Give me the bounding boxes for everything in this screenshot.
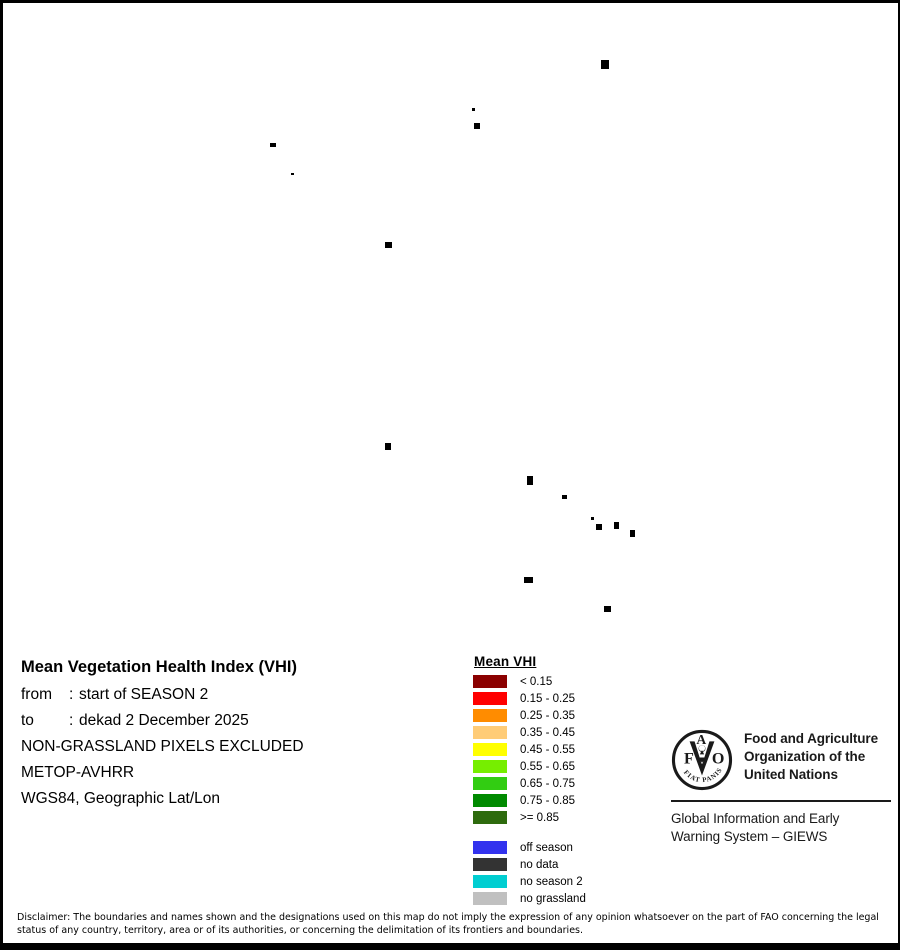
legend-class-swatch bbox=[473, 777, 507, 790]
legend-class-item: 0.75 - 0.85 bbox=[473, 792, 586, 809]
fao-logo-top: F A O FIAT PANIS Food and Agriculture Or… bbox=[671, 729, 893, 791]
info-to-label: to bbox=[21, 712, 34, 729]
legend-class-item: 0.55 - 0.65 bbox=[473, 758, 586, 775]
legend-special-label: no season 2 bbox=[520, 875, 583, 888]
svg-text:O: O bbox=[712, 751, 725, 768]
fao-org-line2: Organization of the bbox=[744, 748, 866, 764]
legend-class-item: 0.25 - 0.35 bbox=[473, 707, 586, 724]
legend-special-item: no data bbox=[473, 856, 586, 873]
info-row-from: from: start of SEASON 2 bbox=[21, 686, 451, 704]
legend-class-item: 0.35 - 0.45 bbox=[473, 724, 586, 741]
legend-class-swatch bbox=[473, 709, 507, 722]
info-from-value: start of SEASON 2 bbox=[79, 686, 209, 703]
fao-org-line1: Food and Agriculture bbox=[744, 731, 878, 746]
legend-special-label: no grassland bbox=[520, 892, 586, 905]
island-suwarrow bbox=[385, 242, 392, 248]
fao-system-name: Global Information and Early Warning Sys… bbox=[671, 810, 893, 846]
island-nassau bbox=[291, 173, 294, 175]
legend-class-label: 0.75 - 0.85 bbox=[520, 794, 575, 807]
fao-system-line1: Global Information and Early bbox=[671, 811, 840, 826]
legend-special-swatch bbox=[473, 858, 507, 871]
legend-class-item: 0.15 - 0.25 bbox=[473, 690, 586, 707]
island-mangaia bbox=[604, 606, 611, 612]
legend-class-swatch bbox=[473, 692, 507, 705]
legend-class-swatch bbox=[473, 743, 507, 756]
fao-divider bbox=[671, 800, 891, 802]
svg-text:A: A bbox=[696, 732, 706, 747]
island-rakahanga bbox=[472, 108, 475, 111]
legend-class-item: 0.45 - 0.55 bbox=[473, 741, 586, 758]
legend-special-label: no data bbox=[520, 858, 559, 871]
island-palmerston bbox=[385, 443, 391, 450]
fao-logo-block: F A O FIAT PANIS Food and Agriculture Or… bbox=[671, 729, 893, 846]
island-rarotonga bbox=[524, 577, 533, 583]
island-mauke bbox=[614, 522, 619, 529]
legend-class-list: < 0.15 0.15 - 0.25 0.25 - 0.35 0.35 - 0.45 0… bbox=[473, 673, 586, 826]
legend-class-label: 0.15 - 0.25 bbox=[520, 692, 575, 705]
legend-class-label: 0.25 - 0.35 bbox=[520, 709, 575, 722]
legend-spacer bbox=[473, 826, 586, 839]
info-from-sep: : bbox=[69, 686, 74, 703]
legend-class-swatch bbox=[473, 811, 507, 824]
island-atiu bbox=[596, 524, 602, 530]
legend-class-item: < 0.15 bbox=[473, 673, 586, 690]
legend-special-swatch bbox=[473, 892, 507, 905]
bottom-border bbox=[3, 943, 898, 947]
info-row-to: to: dekad 2 December 2025 bbox=[21, 712, 451, 730]
legend-special-item: no grassland bbox=[473, 890, 586, 907]
legend-special-swatch bbox=[473, 875, 507, 888]
legend-class-item: >= 0.85 bbox=[473, 809, 586, 826]
island-penrhyn bbox=[601, 60, 609, 69]
legend-class-label: 0.65 - 0.75 bbox=[520, 777, 575, 790]
svg-text:F: F bbox=[684, 751, 694, 768]
info-projection: WGS84, Geographic Lat/Lon bbox=[21, 790, 221, 807]
info-title: Mean Vegetation Health Index (VHI) bbox=[21, 658, 297, 676]
map-info-block: Mean Vegetation Health Index (VHI) from:… bbox=[21, 658, 451, 816]
legend: Mean VHI < 0.15 0.15 - 0.25 0.25 - 0.35 0.3… bbox=[473, 654, 586, 907]
legend-special-item: no season 2 bbox=[473, 873, 586, 890]
legend-class-swatch bbox=[473, 794, 507, 807]
fao-org-line3: United Nations bbox=[744, 766, 838, 782]
legend-special-list: off season no data no season 2 no grassland bbox=[473, 839, 586, 907]
info-note-excluded: NON-GRASSLAND PIXELS EXCLUDED bbox=[21, 738, 304, 755]
legend-class-label: 0.45 - 0.55 bbox=[520, 743, 575, 756]
info-from-label: from bbox=[21, 686, 52, 703]
legend-class-swatch bbox=[473, 760, 507, 773]
legend-special-item: off season bbox=[473, 839, 586, 856]
fao-system-line2: Warning System – GIEWS bbox=[671, 829, 828, 845]
island-takutea bbox=[630, 530, 635, 537]
fao-emblem-icon: F A O FIAT PANIS bbox=[671, 729, 733, 791]
disclaimer-text: Disclaimer: The boundaries and names sho… bbox=[17, 912, 879, 937]
legend-class-label: 0.55 - 0.65 bbox=[520, 760, 575, 773]
legend-class-swatch bbox=[473, 675, 507, 688]
legend-title: Mean VHI bbox=[474, 654, 537, 669]
island-manihiki bbox=[474, 123, 480, 129]
legend-class-label: < 0.15 bbox=[520, 675, 553, 688]
map-canvas[interactable] bbox=[3, 3, 898, 643]
legend-special-label: off season bbox=[520, 841, 573, 854]
legend-special-swatch bbox=[473, 841, 507, 854]
island-pukapuka bbox=[270, 143, 276, 147]
info-to-value: dekad 2 December 2025 bbox=[79, 712, 249, 729]
legend-class-label: >= 0.85 bbox=[520, 811, 560, 824]
legend-class-swatch bbox=[473, 726, 507, 739]
info-sensor: METOP-AVHRR bbox=[21, 764, 135, 781]
island-manuae bbox=[562, 495, 567, 499]
fao-organization-name: Food and Agriculture Organization of the… bbox=[744, 729, 878, 784]
legend-class-label: 0.35 - 0.45 bbox=[520, 726, 575, 739]
island-mitiaro bbox=[591, 517, 594, 520]
info-to-sep: : bbox=[69, 712, 74, 729]
island-aitutaki bbox=[527, 476, 533, 485]
legend-class-item: 0.65 - 0.75 bbox=[473, 775, 586, 792]
